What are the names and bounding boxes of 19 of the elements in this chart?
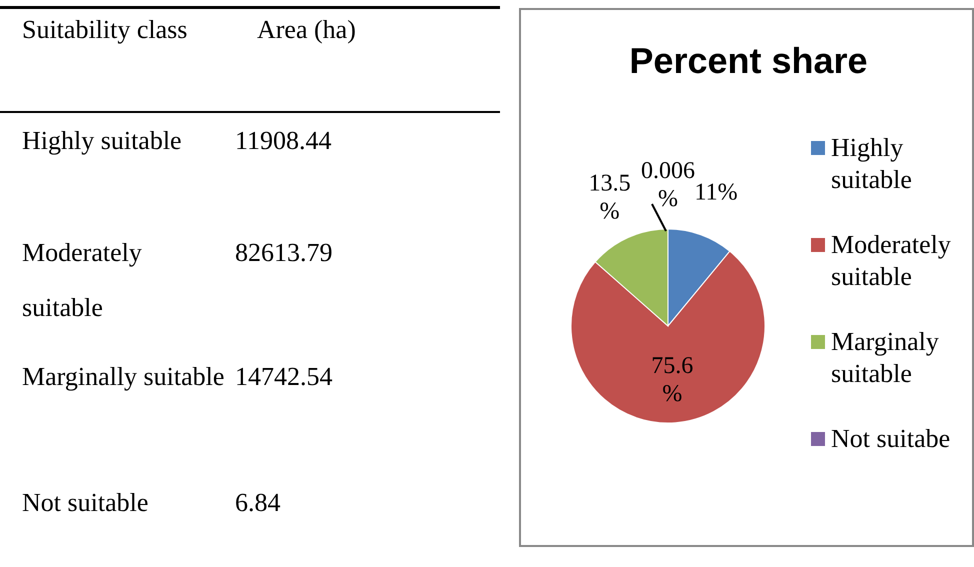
legend-label: Highly suitable xyxy=(831,132,913,196)
chart-title: Percent share xyxy=(628,40,869,82)
data-label: 11% xyxy=(694,179,738,206)
data-label: 6.84 xyxy=(235,487,280,519)
text: Suitability class xyxy=(21,15,188,46)
data-label: 0.006 % xyxy=(640,158,695,212)
legend-label: Marginaly suitable xyxy=(831,326,940,390)
category-label: Moderately suitable xyxy=(21,237,143,324)
data-label: 82613.79 xyxy=(235,237,332,269)
data-label: 13.5 % xyxy=(588,170,631,225)
legend-label: Moderately suitable xyxy=(831,229,952,293)
data-label: 75.6 % xyxy=(651,353,694,408)
data-label: 14742.54 xyxy=(235,361,332,393)
category-label: Highly suitable xyxy=(21,125,183,157)
text: Area (ha) xyxy=(257,15,356,46)
category-label: Not suitable xyxy=(21,487,150,519)
legend-label: Not suitabe xyxy=(831,423,950,455)
data-label: 11908.44 xyxy=(235,125,332,157)
category-label: Marginally suitable xyxy=(21,361,226,393)
